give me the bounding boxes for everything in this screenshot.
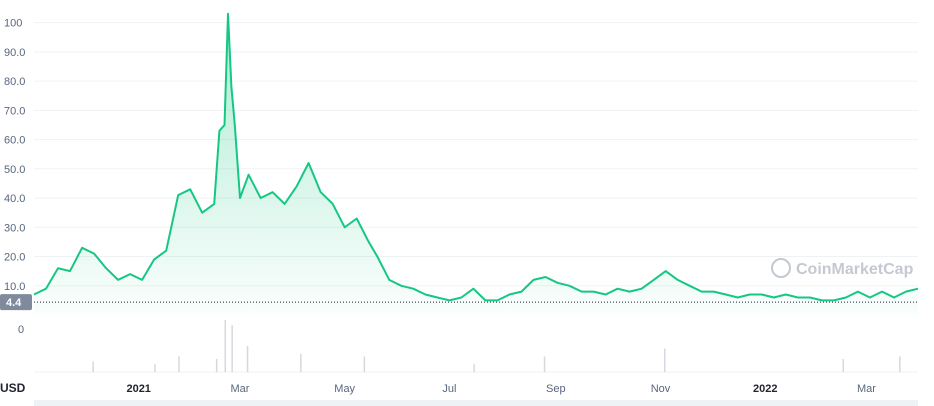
x-tick-label: 2021	[126, 383, 150, 395]
volume-zero-label: 0	[18, 324, 24, 336]
volume-bar	[215, 359, 218, 372]
x-tick-label: Mar	[231, 383, 250, 395]
x-tick-label: Mar	[857, 383, 876, 395]
current-price-tag	[0, 294, 32, 311]
current-price-label: 4.4	[6, 297, 22, 309]
y-tick-label: 40.0	[4, 193, 25, 205]
volume-bar	[363, 356, 366, 372]
volume-bar	[473, 364, 475, 372]
y-tick-label: 80.0	[4, 76, 25, 88]
volume-bar	[543, 356, 546, 372]
x-tick-label: Sep	[546, 383, 566, 395]
x-axis: 2021 Mar May Jul Sep Nov 2022 Mar	[126, 383, 876, 395]
y-tick-label: 100	[4, 18, 22, 30]
volume-bar	[224, 320, 226, 372]
volume-bar	[899, 356, 901, 372]
volume-bar	[842, 359, 844, 372]
volume-bar	[178, 356, 180, 372]
volume-bar	[92, 361, 94, 372]
y-tick-label: 90.0	[4, 47, 25, 59]
price-line	[33, 12, 919, 302]
y-tick-label: 50.0	[4, 164, 25, 176]
y-tick-label: 70.0	[4, 105, 25, 117]
volume-bar	[154, 364, 156, 372]
x-tick-label: 2022	[753, 383, 777, 395]
price-area	[34, 13, 918, 316]
range-scroller[interactable]	[34, 400, 918, 406]
y-axis: 10.0 20.0 30.0 40.0 50.0 60.0 70.0 80.0 90.0 100	[4, 18, 25, 293]
x-tick-label: May	[334, 383, 355, 395]
y-tick-label: 10.0	[4, 281, 25, 293]
currency-label: USD	[0, 381, 26, 395]
gridlines	[34, 22, 918, 373]
y-tick-label: 30.0	[4, 222, 25, 234]
volume-bar	[246, 346, 249, 372]
volume-bar	[664, 348, 666, 372]
x-tick-label: Nov	[651, 383, 671, 395]
volume-bar	[231, 325, 233, 372]
watermark: CoinMarketCap	[771, 258, 914, 278]
volume-bars	[92, 320, 901, 372]
y-tick-label: 20.0	[4, 252, 25, 264]
y-tick-label: 60.0	[4, 135, 25, 147]
x-tick-label: Jul	[442, 383, 456, 395]
watermark-text: CoinMarketCap	[796, 261, 914, 278]
coinmarketcap-logo-icon	[771, 258, 791, 278]
volume-bar	[300, 353, 302, 372]
